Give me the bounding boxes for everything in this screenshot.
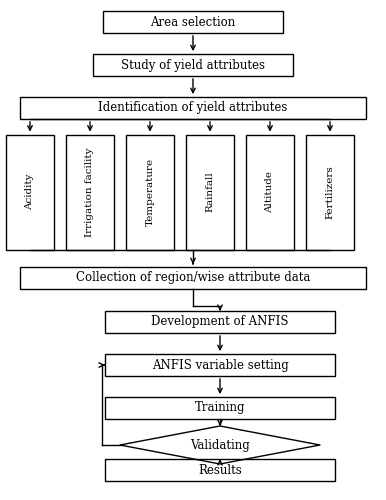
Text: Training: Training — [195, 402, 245, 414]
Bar — [186, 134, 234, 250]
Bar — [246, 134, 294, 250]
Text: Study of yield attributes: Study of yield attributes — [121, 58, 265, 71]
Text: Rainfall: Rainfall — [205, 172, 215, 212]
Bar — [105, 354, 335, 376]
Bar — [105, 311, 335, 333]
Bar — [20, 97, 366, 119]
Bar — [105, 397, 335, 419]
Bar — [105, 459, 335, 481]
Bar — [66, 134, 114, 250]
Text: Area selection: Area selection — [151, 16, 235, 28]
Bar — [20, 267, 366, 289]
Text: Altitude: Altitude — [266, 171, 274, 213]
Text: ANFIS variable setting: ANFIS variable setting — [152, 358, 288, 372]
Text: Fertilizers: Fertilizers — [325, 165, 335, 219]
Text: Results: Results — [198, 464, 242, 476]
Text: Acidity: Acidity — [25, 174, 34, 210]
Bar — [6, 134, 54, 250]
Bar — [93, 54, 293, 76]
Text: Irrigation facility: Irrigation facility — [86, 147, 95, 237]
Bar — [103, 11, 283, 33]
Text: Temperature: Temperature — [146, 158, 154, 226]
Bar — [126, 134, 174, 250]
Text: Development of ANFIS: Development of ANFIS — [151, 316, 289, 328]
Text: Collection of region/wise attribute data: Collection of region/wise attribute data — [76, 272, 310, 284]
Text: Identification of yield attributes: Identification of yield attributes — [98, 102, 288, 114]
Bar — [306, 134, 354, 250]
Text: Validating: Validating — [190, 438, 250, 452]
